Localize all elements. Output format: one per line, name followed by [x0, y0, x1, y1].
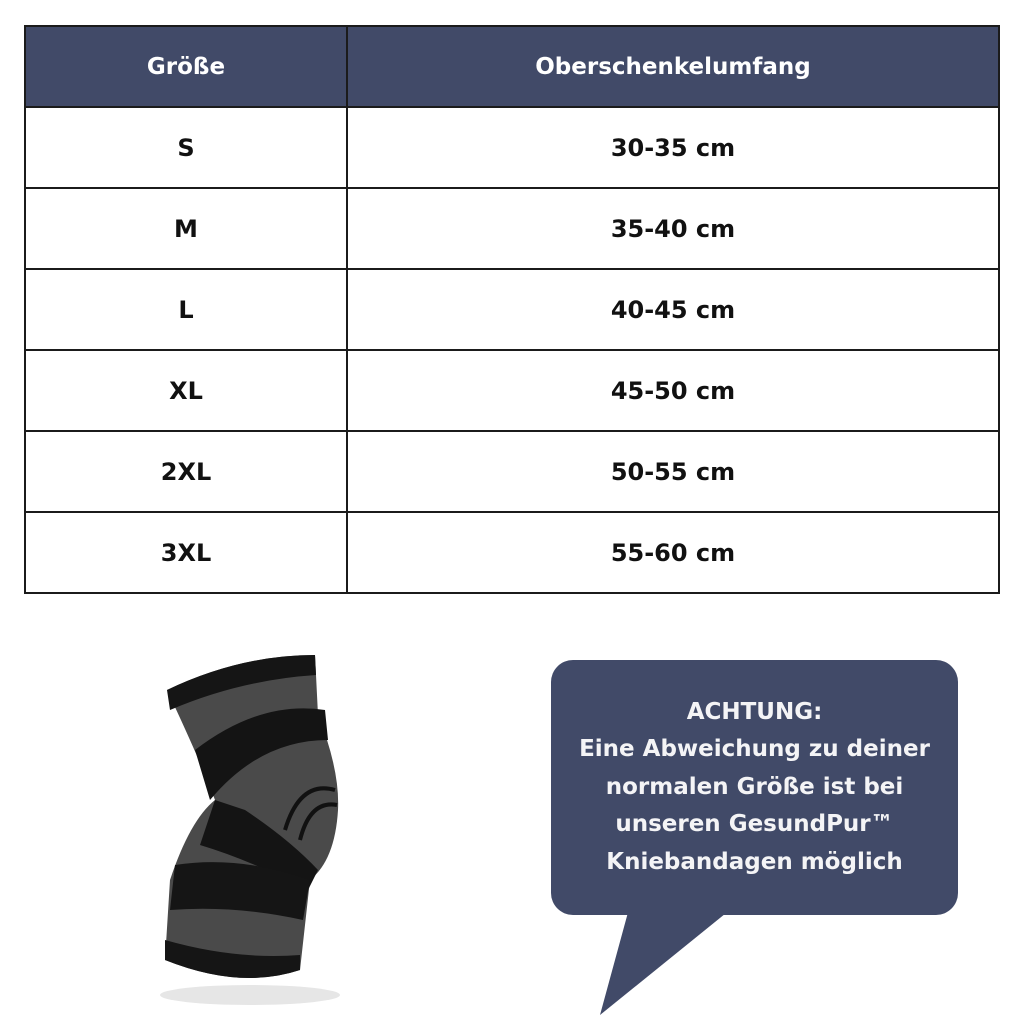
size-cell: 2XL: [24, 430, 348, 513]
notice-line: Eine Abweichung zu deiner: [579, 736, 930, 763]
table-row: M 35-40 cm: [24, 187, 1000, 270]
size-cell: 3XL: [24, 511, 348, 594]
size-table: Größe Oberschenkelumfang S 30-35 cm M 35-40…: [24, 25, 1000, 594]
circumference-cell: 40-45 cm: [346, 268, 1000, 351]
size-cell: S: [24, 106, 348, 189]
circumference-cell: 35-40 cm: [346, 187, 1000, 270]
table-header-row: Größe Oberschenkelumfang: [24, 25, 1000, 108]
circumference-cell: 30-35 cm: [346, 106, 1000, 189]
notice-line: unseren GesundPur™: [615, 811, 894, 838]
header-size: Größe: [24, 25, 348, 108]
header-thigh-circumference: Oberschenkelumfang: [346, 25, 1000, 108]
circumference-cell: 55-60 cm: [346, 511, 1000, 594]
table-row: XL 45-50 cm: [24, 349, 1000, 432]
table-row: L 40-45 cm: [24, 268, 1000, 351]
knee-brace-image: [160, 655, 340, 1005]
notice-line: Kniebandagen möglich: [606, 848, 903, 875]
circumference-cell: 50-55 cm: [346, 430, 1000, 513]
size-cell: XL: [24, 349, 348, 432]
table-row: S 30-35 cm: [24, 106, 1000, 189]
circumference-cell: 45-50 cm: [346, 349, 1000, 432]
notice-line: normalen Größe ist bei: [605, 773, 904, 800]
notice-title: ACHTUNG:: [686, 698, 823, 725]
table-row: 3XL 55-60 cm: [24, 511, 1000, 594]
notice-speech-bubble: ACHTUNG: Eine Abweichung zu deiner norma…: [551, 660, 958, 915]
table-row: 2XL 50-55 cm: [24, 430, 1000, 513]
size-cell: M: [24, 187, 348, 270]
size-cell: L: [24, 268, 348, 351]
